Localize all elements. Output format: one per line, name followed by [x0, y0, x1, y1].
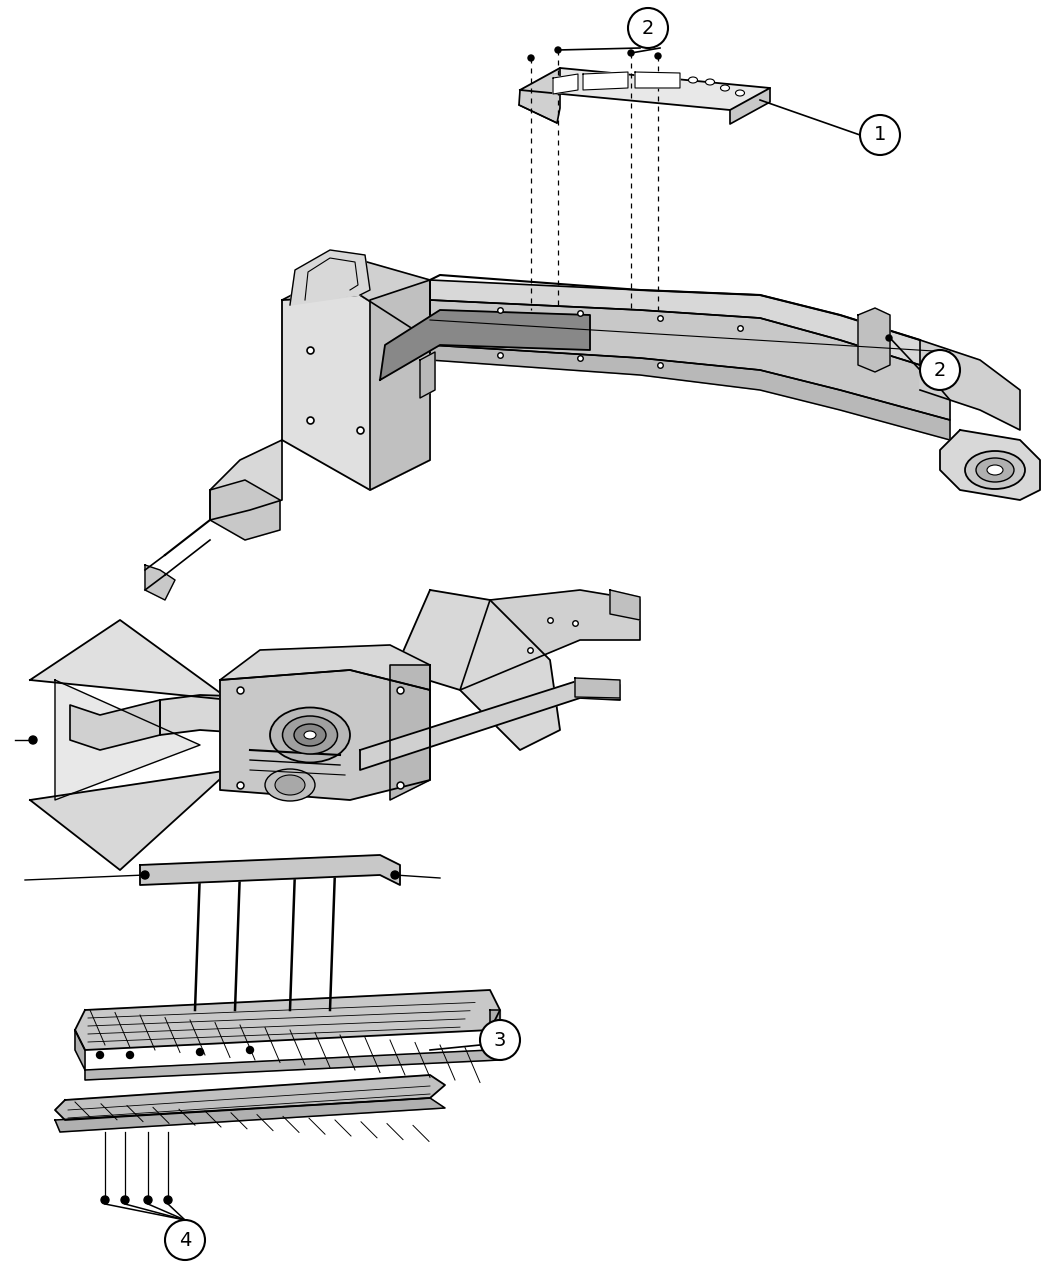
Ellipse shape — [294, 724, 325, 746]
Polygon shape — [85, 1051, 500, 1080]
Polygon shape — [395, 590, 560, 750]
Polygon shape — [55, 680, 200, 799]
Circle shape — [101, 1196, 109, 1204]
Polygon shape — [858, 309, 890, 372]
Polygon shape — [30, 770, 230, 870]
Polygon shape — [282, 295, 430, 490]
Polygon shape — [583, 71, 628, 91]
Text: 1: 1 — [874, 125, 886, 144]
Ellipse shape — [270, 708, 350, 762]
Polygon shape — [610, 590, 640, 620]
Polygon shape — [220, 645, 430, 690]
Polygon shape — [430, 300, 950, 419]
Polygon shape — [390, 666, 430, 799]
Text: 3: 3 — [494, 1030, 506, 1049]
Polygon shape — [140, 856, 400, 885]
Polygon shape — [210, 479, 280, 541]
Circle shape — [555, 47, 561, 54]
Polygon shape — [30, 620, 230, 700]
Ellipse shape — [987, 465, 1003, 476]
Circle shape — [126, 1052, 133, 1058]
Circle shape — [144, 1196, 152, 1204]
Polygon shape — [519, 68, 560, 122]
Circle shape — [141, 871, 149, 878]
Polygon shape — [360, 680, 620, 770]
Polygon shape — [145, 565, 175, 601]
Polygon shape — [635, 71, 680, 88]
Ellipse shape — [275, 775, 304, 796]
Circle shape — [165, 1220, 205, 1260]
Polygon shape — [940, 430, 1040, 500]
Circle shape — [247, 1047, 253, 1053]
Ellipse shape — [965, 451, 1025, 490]
Circle shape — [628, 50, 634, 56]
Circle shape — [480, 1020, 520, 1060]
Ellipse shape — [689, 76, 697, 83]
Circle shape — [920, 351, 960, 390]
Circle shape — [886, 335, 892, 340]
Polygon shape — [75, 989, 500, 1051]
Text: 2: 2 — [642, 19, 654, 37]
Polygon shape — [55, 1098, 445, 1132]
Polygon shape — [380, 310, 590, 380]
Ellipse shape — [976, 458, 1014, 482]
Ellipse shape — [735, 91, 744, 96]
Polygon shape — [420, 352, 435, 398]
Polygon shape — [553, 74, 578, 94]
Polygon shape — [430, 280, 920, 365]
Ellipse shape — [720, 85, 730, 91]
Polygon shape — [290, 250, 370, 305]
Circle shape — [628, 8, 668, 48]
Polygon shape — [160, 695, 430, 755]
Circle shape — [29, 736, 37, 745]
Ellipse shape — [265, 769, 315, 801]
Circle shape — [860, 115, 900, 156]
Polygon shape — [920, 340, 1020, 430]
Circle shape — [391, 871, 399, 878]
Circle shape — [196, 1048, 204, 1056]
Polygon shape — [520, 68, 770, 110]
Ellipse shape — [304, 731, 316, 739]
Polygon shape — [575, 678, 620, 697]
Ellipse shape — [706, 79, 714, 85]
Circle shape — [97, 1052, 104, 1058]
Polygon shape — [460, 590, 640, 690]
Polygon shape — [430, 346, 950, 440]
Circle shape — [528, 55, 534, 61]
Circle shape — [121, 1196, 129, 1204]
Polygon shape — [210, 440, 282, 520]
Polygon shape — [55, 1075, 445, 1119]
Polygon shape — [370, 280, 430, 490]
Polygon shape — [70, 700, 160, 750]
Polygon shape — [75, 1030, 85, 1070]
Polygon shape — [490, 1010, 500, 1030]
Polygon shape — [282, 260, 430, 340]
Text: 4: 4 — [178, 1230, 191, 1250]
Circle shape — [655, 54, 662, 59]
Polygon shape — [730, 88, 770, 124]
Text: 2: 2 — [933, 361, 946, 380]
Circle shape — [164, 1196, 172, 1204]
Polygon shape — [220, 669, 430, 799]
Ellipse shape — [282, 717, 337, 754]
